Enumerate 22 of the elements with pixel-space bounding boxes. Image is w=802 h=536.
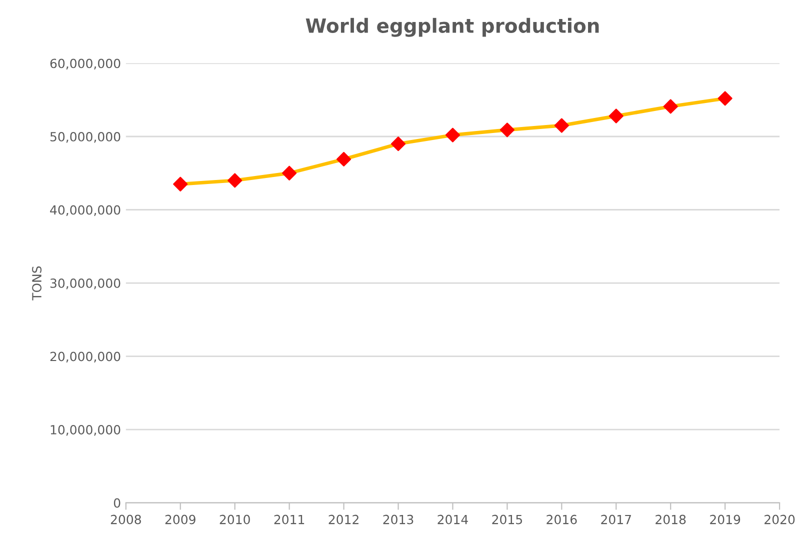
- x-tick-label: 2019: [710, 514, 740, 524]
- y-tick-label: 30,000,000: [50, 278, 120, 290]
- x-tick-label: 2020: [764, 514, 795, 524]
- x-tick-label: 2013: [383, 514, 414, 524]
- y-tick-label: 20,000,000: [50, 352, 120, 362]
- x-tick-label: 2014: [438, 514, 468, 524]
- x-tick-label: 2015: [492, 514, 522, 524]
- x-tick-label: 2011: [274, 514, 304, 524]
- x-tick-label: 2016: [546, 514, 577, 524]
- x-tick-label: 2017: [601, 514, 631, 524]
- y-tick-label: 50,000,000: [50, 132, 120, 143]
- x-tick-label: 2009: [165, 514, 196, 524]
- x-tick-label: 2018: [656, 514, 686, 524]
- y-tick-label: 10,000,000: [50, 424, 120, 436]
- y-tick-label: 60,000,000: [50, 58, 120, 70]
- x-tick-label: 2008: [110, 514, 141, 524]
- y-axis-title: TONS: [32, 266, 42, 300]
- y-tick-label: 40,000,000: [50, 205, 120, 216]
- y-tick-label: 0: [114, 498, 120, 508]
- chart-title: World eggplant production: [306, 18, 599, 37]
- x-tick-label: 2012: [328, 514, 358, 524]
- x-tick-label: 2010: [220, 514, 250, 524]
